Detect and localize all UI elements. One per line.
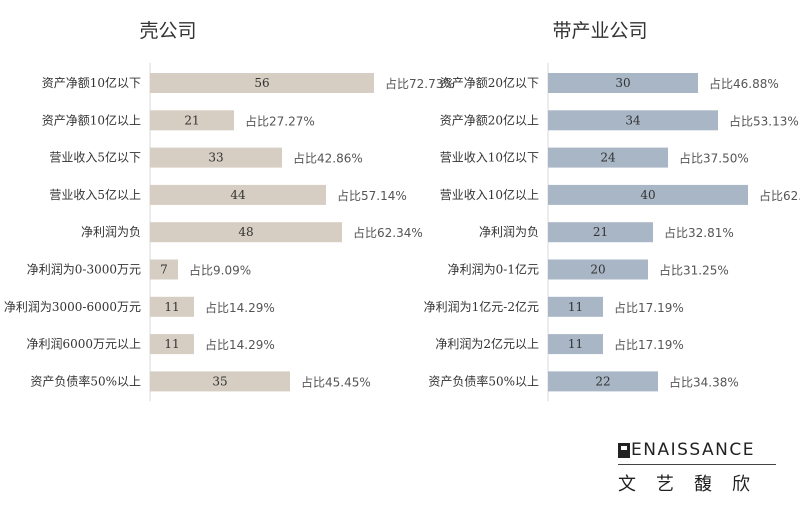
right-percent-label: 占比62.50% bbox=[759, 188, 800, 203]
brand-name-english: ENAISSANCE bbox=[618, 440, 782, 460]
right-bar-value: 22 bbox=[595, 374, 610, 388]
left-category-label: 净利润为3000-6000万元 bbox=[4, 300, 141, 314]
right-percent-label: 占比53.13% bbox=[729, 113, 799, 128]
left-category-label: 营业收入5亿以上 bbox=[49, 187, 141, 202]
left-percent-label: 占比62.34% bbox=[353, 225, 423, 240]
right-bar-value: 20 bbox=[590, 263, 605, 277]
right-bar bbox=[548, 147, 668, 168]
right-category-label: 资产负债率50%以上 bbox=[428, 373, 539, 388]
left-category-label: 净利润为0-3000万元 bbox=[27, 263, 141, 277]
left-bar-value: 35 bbox=[212, 374, 227, 388]
right-bar bbox=[548, 184, 748, 205]
left-bar-value: 48 bbox=[238, 225, 253, 239]
right-category-label: 净利润为1亿元-2亿元 bbox=[424, 299, 539, 314]
right-bar-value: 24 bbox=[600, 151, 616, 165]
left-bar-value: 7 bbox=[160, 263, 168, 277]
left-percent-label: 占比9.09% bbox=[189, 263, 251, 278]
right-bar-value: 11 bbox=[568, 337, 583, 351]
right-bar-value: 34 bbox=[625, 113, 641, 127]
right-category-label: 资产净额20亿以上 bbox=[440, 112, 539, 127]
left-bar bbox=[150, 259, 178, 280]
left-bar-value: 56 bbox=[254, 76, 269, 90]
left-bar bbox=[150, 110, 234, 131]
left-category-label: 营业收入5亿以下 bbox=[49, 150, 141, 165]
right-category-label: 净利润为0-1亿元 bbox=[448, 262, 539, 277]
brand-logo: ENAISSANCE 文艺馥欣 bbox=[618, 440, 782, 496]
right-percent-label: 占比32.81% bbox=[664, 225, 734, 240]
right-bar-value: 11 bbox=[568, 300, 583, 314]
right-percent-label: 占比37.50% bbox=[679, 151, 749, 166]
right-bar-value: 40 bbox=[640, 188, 655, 202]
right-percent-label: 占比17.19% bbox=[614, 300, 684, 315]
right-percent-label: 占比34.38% bbox=[669, 374, 739, 389]
left-percent-label: 占比27.27% bbox=[245, 113, 315, 128]
right-bar bbox=[548, 296, 603, 317]
brand-divider bbox=[618, 464, 776, 465]
left-bar-value: 21 bbox=[184, 113, 199, 127]
right-category-label: 净利润为2亿元以上 bbox=[435, 336, 539, 351]
right-percent-label: 占比31.25% bbox=[659, 263, 729, 278]
left-category-label: 资产负债率50%以上 bbox=[30, 373, 141, 388]
left-bar bbox=[150, 334, 194, 355]
left-category-label: 资产净额10亿以下 bbox=[42, 75, 141, 90]
right-bar-value: 30 bbox=[615, 76, 630, 90]
brand-name-chinese: 文艺馥欣 bbox=[618, 474, 770, 495]
left-bar bbox=[150, 371, 290, 392]
right-bar bbox=[548, 334, 603, 355]
left-bar-value: 11 bbox=[164, 337, 179, 351]
brand-name-english-text: ENAISSANCE bbox=[631, 440, 755, 460]
right-category-label: 营业收入10亿以上 bbox=[440, 187, 539, 202]
left-bar bbox=[150, 73, 374, 93]
left-category-label: 净利润6000万元以上 bbox=[26, 337, 141, 351]
right-bar bbox=[548, 222, 653, 243]
right-bar bbox=[548, 110, 718, 131]
left-bar bbox=[150, 222, 342, 243]
left-percent-label: 占比57.14% bbox=[337, 188, 407, 203]
right-bar bbox=[548, 371, 658, 392]
right-category-label: 资产净额20亿以下 bbox=[440, 75, 539, 90]
right-percent-label: 占比46.88% bbox=[709, 76, 779, 91]
right-category-label: 营业收入10亿以下 bbox=[440, 150, 539, 165]
left-percent-label: 占比14.29% bbox=[205, 300, 275, 315]
left-percent-label: 占比72.73% bbox=[385, 76, 455, 91]
left-bar-value: 33 bbox=[208, 151, 223, 165]
left-percent-label: 占比45.45% bbox=[301, 374, 371, 389]
left-bar-value: 44 bbox=[230, 188, 246, 202]
right-percent-label: 占比17.19% bbox=[614, 337, 684, 352]
left-bar bbox=[150, 296, 194, 317]
left-chart-title: 壳公司 bbox=[139, 20, 196, 42]
right-category-label: 净利润为负 bbox=[479, 225, 539, 239]
right-chart-title: 带产业公司 bbox=[552, 20, 647, 42]
right-bar bbox=[548, 259, 648, 280]
right-bar-value: 21 bbox=[593, 225, 608, 239]
left-category-label: 资产净额10亿以上 bbox=[42, 112, 141, 127]
brand-r-mark-icon bbox=[618, 442, 630, 458]
left-category-label: 净利润为负 bbox=[81, 225, 141, 239]
left-bar-value: 11 bbox=[164, 300, 179, 314]
left-percent-label: 占比42.86% bbox=[293, 151, 363, 166]
left-percent-label: 占比14.29% bbox=[205, 337, 275, 352]
left-bar bbox=[150, 184, 326, 205]
right-bar bbox=[548, 73, 698, 93]
left-bar bbox=[150, 147, 282, 168]
